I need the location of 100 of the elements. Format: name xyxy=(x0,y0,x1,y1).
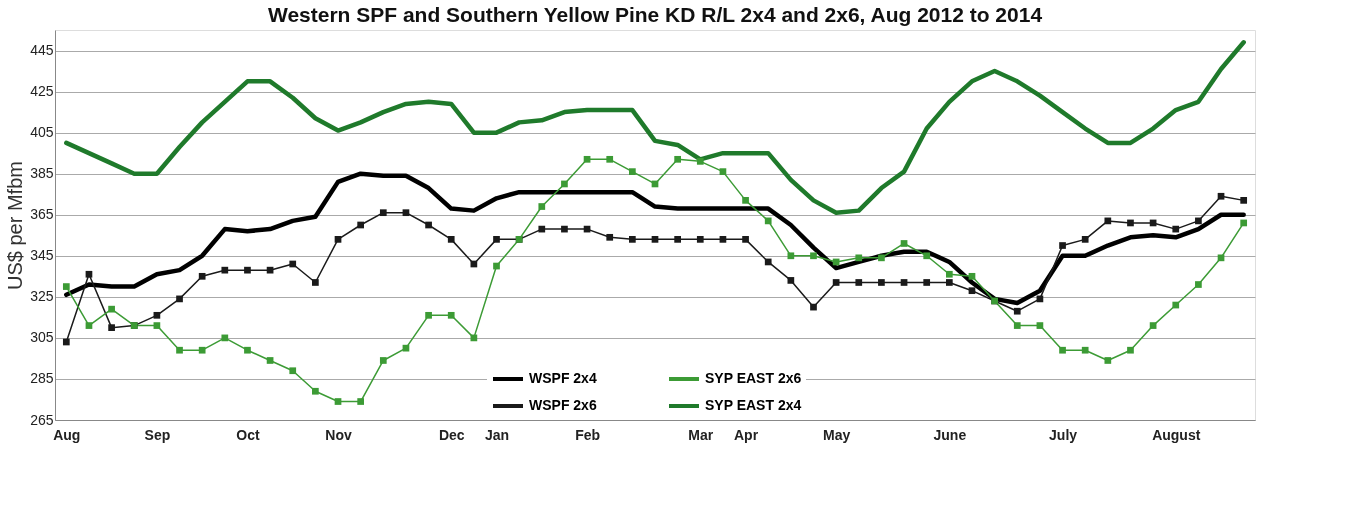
point xyxy=(696,236,704,243)
x-tick-label: Feb xyxy=(575,426,601,443)
point xyxy=(425,311,432,319)
point xyxy=(900,279,908,286)
point xyxy=(244,346,251,354)
point xyxy=(1172,225,1180,233)
y-tick-label: 445 xyxy=(30,42,54,59)
point xyxy=(153,322,161,329)
point xyxy=(176,295,183,303)
point xyxy=(1240,219,1248,227)
line-series xyxy=(64,171,1246,306)
point xyxy=(108,324,115,331)
line-series xyxy=(64,40,1246,215)
point xyxy=(85,322,93,329)
point xyxy=(923,279,931,286)
x-tick-label: Apr xyxy=(734,426,759,443)
y-tick-label: 405 xyxy=(30,124,54,141)
y-tick-label: 385 xyxy=(30,165,54,182)
point xyxy=(176,346,183,354)
point xyxy=(1081,346,1089,354)
x-tick-label: May xyxy=(823,426,851,443)
point xyxy=(923,252,931,260)
point xyxy=(447,236,455,243)
point xyxy=(312,387,319,395)
x-tick-label: July xyxy=(1049,426,1078,443)
point xyxy=(651,236,659,243)
point xyxy=(312,279,319,286)
point xyxy=(855,254,863,262)
point xyxy=(425,221,432,229)
point xyxy=(742,236,749,243)
point xyxy=(1013,307,1021,315)
point xyxy=(968,287,976,295)
point xyxy=(629,236,636,243)
point xyxy=(1149,322,1157,329)
point xyxy=(1172,301,1180,309)
point xyxy=(945,270,953,278)
y-tick-label: 425 xyxy=(30,83,54,100)
x-tick-label: Aug xyxy=(53,426,81,443)
point xyxy=(1127,219,1134,227)
point xyxy=(1081,236,1089,243)
point xyxy=(447,311,455,319)
x-tick-label: Mar xyxy=(688,426,714,443)
point xyxy=(1217,192,1225,200)
point xyxy=(719,236,727,243)
x-tick-label: June xyxy=(933,426,967,443)
point xyxy=(1195,281,1202,288)
point xyxy=(538,203,546,210)
point xyxy=(493,236,500,243)
point xyxy=(108,305,115,313)
point xyxy=(1059,242,1066,249)
point xyxy=(289,260,297,268)
point xyxy=(538,225,546,233)
point xyxy=(62,283,70,290)
point xyxy=(674,155,681,163)
point xyxy=(153,311,161,319)
point xyxy=(289,367,297,375)
y-tick-label: 285 xyxy=(30,370,54,387)
point xyxy=(764,217,772,225)
point xyxy=(968,272,976,280)
point xyxy=(832,279,840,286)
point xyxy=(402,344,410,352)
point xyxy=(606,155,614,163)
point xyxy=(198,346,206,354)
point xyxy=(244,266,251,274)
y-tick-label: 305 xyxy=(30,329,54,346)
point xyxy=(742,197,749,204)
point xyxy=(402,209,410,217)
point xyxy=(764,258,772,266)
y-tick-label: 365 xyxy=(30,206,54,223)
point xyxy=(1195,217,1202,225)
y-tick-label: 345 xyxy=(30,247,54,264)
x-tick-label: Jan xyxy=(484,426,510,443)
y-tick-label: 265 xyxy=(30,411,54,428)
point xyxy=(198,272,206,280)
point xyxy=(900,240,908,247)
point xyxy=(674,236,681,243)
point xyxy=(810,252,817,260)
point xyxy=(787,277,795,284)
point xyxy=(1240,197,1248,204)
point xyxy=(945,279,953,286)
point xyxy=(583,155,591,163)
point xyxy=(810,303,817,311)
y-axis-title: US$ per Mfbm xyxy=(4,161,27,290)
point xyxy=(878,279,885,286)
point xyxy=(1217,254,1225,262)
point xyxy=(334,236,342,243)
point xyxy=(379,209,387,217)
legend-label: SYP EAST 2x6 xyxy=(705,370,802,386)
point xyxy=(878,254,885,262)
point xyxy=(606,233,614,241)
point xyxy=(357,221,365,229)
x-tick-label: Nov xyxy=(325,426,352,443)
x-tick-label: Oct xyxy=(236,426,260,443)
x-tick-label: Sep xyxy=(144,426,171,443)
point xyxy=(266,357,274,364)
point xyxy=(379,357,387,364)
point xyxy=(1036,322,1044,329)
point xyxy=(629,168,636,175)
point xyxy=(787,252,795,260)
point xyxy=(561,225,568,233)
